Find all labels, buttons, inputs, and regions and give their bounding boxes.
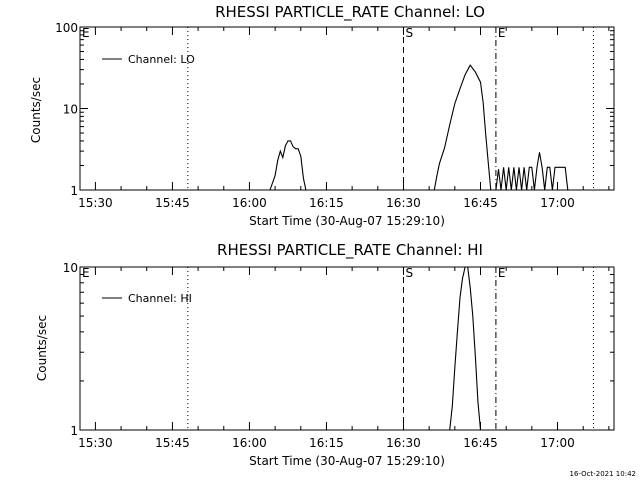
hi-x-tick-label: 16:00 xyxy=(232,436,267,450)
lo-series xyxy=(269,64,569,191)
lo-plot-frame xyxy=(79,26,615,191)
lo-y-tick-label: 100 xyxy=(55,21,78,35)
lo-marker-label: S xyxy=(405,26,413,40)
lo-legend-label: Channel: LO xyxy=(128,53,195,66)
lo-x-tick-label: 16:15 xyxy=(309,196,344,210)
hi-x-axis-label: Start Time (30-Aug-07 15:29:10) xyxy=(249,454,445,468)
lo-x-tick-label: 16:45 xyxy=(463,196,498,210)
hi-series xyxy=(449,266,482,431)
hi-legend: Channel: HI xyxy=(102,292,192,305)
hi-legend-label: Channel: HI xyxy=(128,292,192,305)
plot-timestamp: 16-Oct-2021 10:42 xyxy=(570,470,636,478)
hi-x-tick-label: 15:45 xyxy=(155,436,190,450)
hi-y-tick-label: 10 xyxy=(63,261,78,275)
hi-x-tick-label: 16:15 xyxy=(309,436,344,450)
lo-y-tick-label: 10 xyxy=(63,103,78,117)
lo-legend: Channel: LO xyxy=(102,53,195,66)
hi-channel-panel: RHESSI PARTICLE_RATE Channel: HI Start T… xyxy=(35,241,615,468)
hi-x-tick-label: 16:45 xyxy=(463,436,498,450)
hi-plot-frame xyxy=(79,266,615,431)
hi-x-tick-label: 16:30 xyxy=(386,436,421,450)
lo-x-axis-label: Start Time (30-Aug-07 15:29:10) xyxy=(249,214,445,228)
lo-channel-panel: RHESSI PARTICLE_RATE Channel: LO Start T… xyxy=(29,3,615,228)
lo-x-tick-label: 15:30 xyxy=(78,196,113,210)
hi-x-tick-label: 15:30 xyxy=(78,436,113,450)
hi-marker-label: E xyxy=(498,266,506,280)
lo-marker-label: E xyxy=(82,26,90,40)
lo-x-tick-label: 17:00 xyxy=(540,196,575,210)
lo-series-line-1 xyxy=(433,64,492,191)
lo-series-line-2 xyxy=(495,152,569,191)
lo-ticks: 15:30 15:45 16:00 16:15 16:30 16:45 17:00 1 10 10… xyxy=(55,21,614,210)
hi-y-tick-label: 1 xyxy=(70,424,78,438)
lo-x-tick-label: 15:45 xyxy=(155,196,190,210)
hi-series-line-0 xyxy=(449,266,482,431)
hi-marker-label: E xyxy=(82,266,90,280)
lo-x-tick-label: 16:00 xyxy=(232,196,267,210)
lo-panel-title: RHESSI PARTICLE_RATE Channel: LO xyxy=(215,3,485,22)
hi-y-axis-label: Counts/sec xyxy=(35,315,49,381)
lo-y-axis-label: Counts/sec xyxy=(29,77,43,143)
lo-x-tick-label: 16:30 xyxy=(386,196,421,210)
hi-marker-label: S xyxy=(405,266,413,280)
lo-marker-label: E xyxy=(498,26,506,40)
hi-ticks: 15:30 15:45 16:00 16:15 16:30 16:45 17:00 1 10 xyxy=(63,261,614,450)
lo-y-tick-label: 1 xyxy=(70,184,78,198)
hi-x-tick-label: 17:00 xyxy=(540,436,575,450)
hi-panel-title: RHESSI PARTICLE_RATE Channel: HI xyxy=(217,241,483,260)
lo-series-line-0 xyxy=(269,140,307,191)
